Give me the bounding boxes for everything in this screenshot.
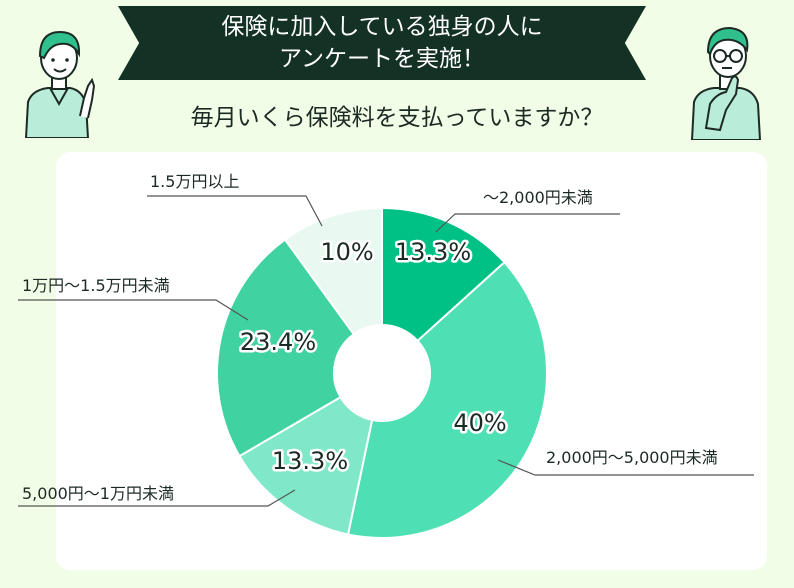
pie-slice: [238, 395, 374, 536]
pie-slice: [346, 260, 548, 539]
slice-percent-label: 23.4%: [240, 328, 316, 356]
leader-line: [18, 299, 249, 321]
slice-percent-label: 13.3%: [395, 238, 471, 266]
title-banner: 保険に加入している独身の人に アンケートを実施！: [118, 6, 646, 80]
slice-percent-label: 40%: [453, 409, 506, 437]
leader-line: [18, 489, 296, 507]
thinking-person-icon: [690, 26, 762, 140]
category-label: 1.5万円以上: [150, 172, 239, 191]
leader-line: [497, 459, 754, 476]
category-label: 5,000円～1万円未満: [22, 484, 174, 503]
pie-slice: [381, 206, 506, 343]
category-label: 1万円～1.5万円未満: [22, 276, 170, 295]
leader-line: [147, 195, 323, 227]
category-label: 2,000円～5,000円未満: [546, 448, 718, 467]
slice-percent-label: 13.3%: [272, 447, 348, 475]
category-label: ～2,000円未満: [483, 188, 593, 207]
banner-line-2: アンケートを実施！: [278, 46, 486, 72]
leader-line: [435, 213, 620, 233]
banner-line-1: 保険に加入している独身の人に: [221, 14, 543, 40]
pie-slice: [283, 206, 383, 336]
survey-question: 毎月いくら保険料を支払っていますか？: [190, 105, 604, 131]
pie-slice: [216, 238, 356, 458]
slice-percent-label: 10%: [320, 238, 373, 266]
pointing-person-icon: [24, 30, 96, 138]
